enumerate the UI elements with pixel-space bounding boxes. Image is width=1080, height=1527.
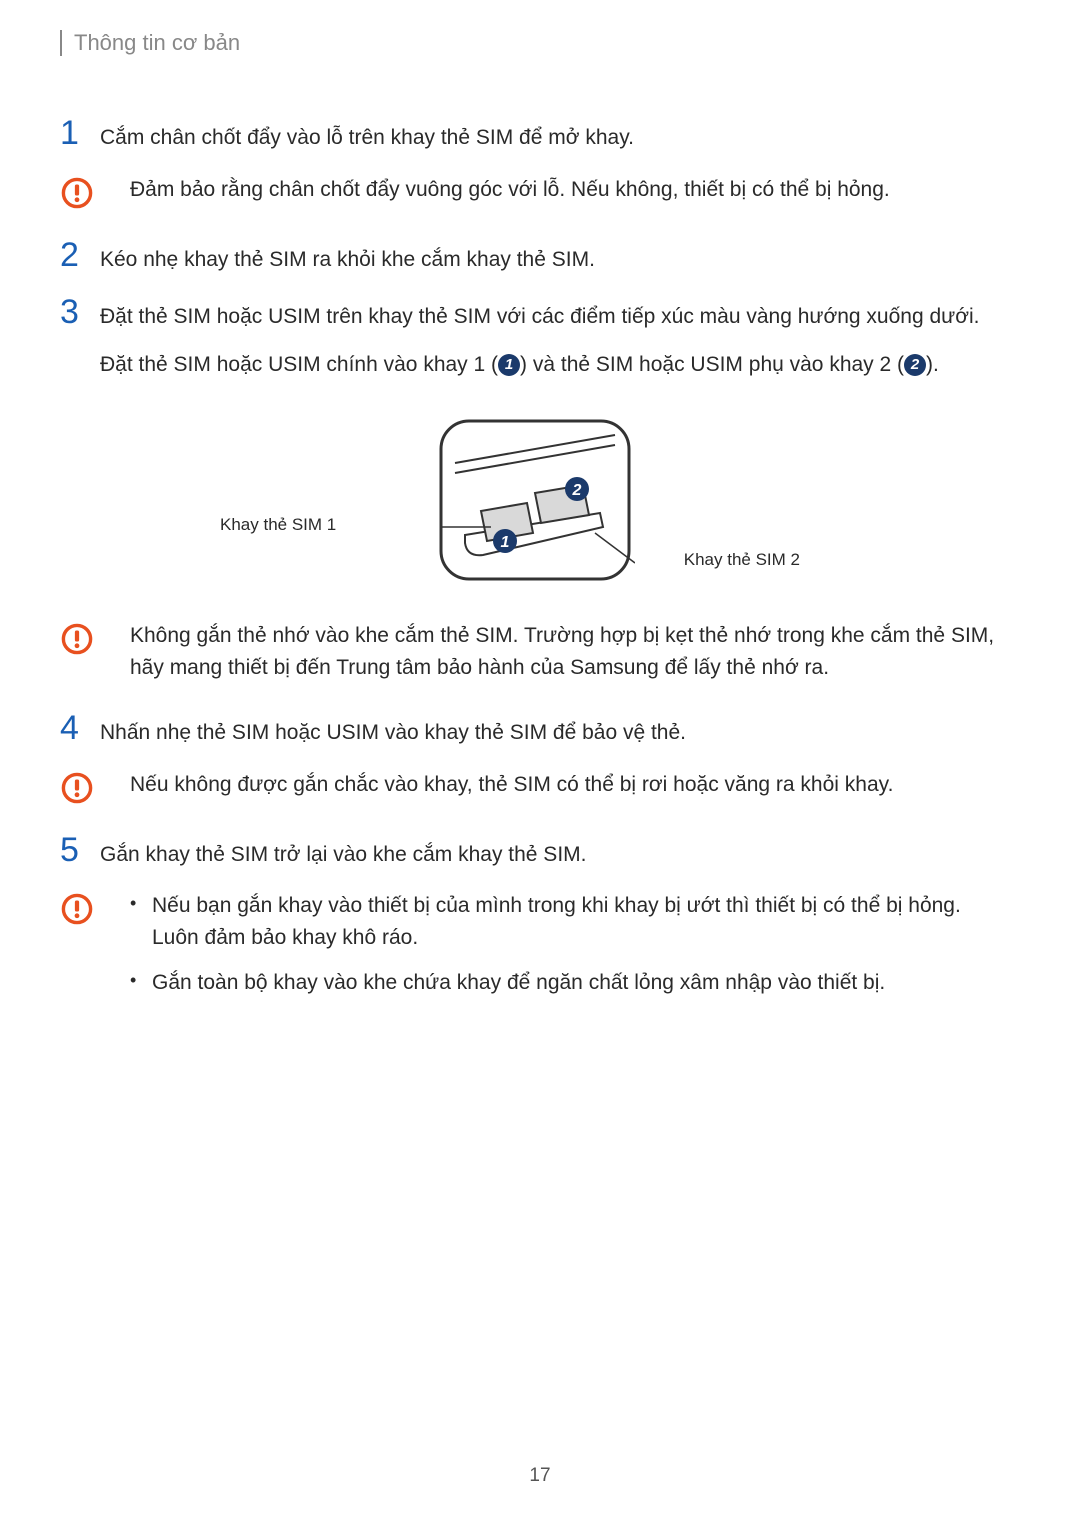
step-1: 1 Cắm chân chốt đẩy vào lỗ trên khay thẻ…	[60, 116, 1010, 154]
caution-icon	[60, 620, 100, 656]
breadcrumb: Thông tin cơ bản	[74, 30, 240, 55]
warning-block: Đảm bảo rằng chân chốt đẩy vuông góc với…	[60, 174, 1010, 210]
svg-text:2: 2	[572, 482, 582, 499]
step-text: Kéo nhẹ khay thẻ SIM ra khỏi khe cắm kha…	[100, 238, 1010, 276]
warning-text: Đảm bảo rằng chân chốt đẩy vuông góc với…	[100, 174, 1010, 206]
warning-text: Không gắn thẻ nhớ vào khe cắm thẻ SIM. T…	[100, 620, 1010, 683]
svg-text:1: 1	[501, 534, 510, 551]
step-text: Nhấn nhẹ thẻ SIM hoặc USIM vào khay thẻ …	[100, 711, 1010, 749]
circled-1-icon: 1	[498, 354, 520, 376]
sim-tray-diagram: Khay thẻ SIM 1 2 1	[60, 410, 1010, 590]
warning-block: Nếu không được gắn chắc vào khay, thẻ SI…	[60, 769, 1010, 805]
step-text-main: Đặt thẻ SIM hoặc USIM trên khay thẻ SIM …	[100, 305, 980, 328]
diagram-label-sim2: Khay thẻ SIM 2	[684, 550, 800, 570]
step-text: Đặt thẻ SIM hoặc USIM trên khay thẻ SIM …	[100, 295, 1010, 380]
step-extra: Đặt thẻ SIM hoặc USIM chính vào khay 1 (…	[100, 349, 1010, 381]
warning-list-item: Gắn toàn bộ khay vào khe chứa khay để ng…	[130, 967, 1010, 999]
step-number: 4	[60, 711, 100, 745]
warning-list-item: Nếu bạn gắn khay vào thiết bị của mình t…	[130, 890, 1010, 953]
step-2: 2 Kéo nhẹ khay thẻ SIM ra khỏi khe cắm k…	[60, 238, 1010, 276]
warning-block-list: Nếu bạn gắn khay vào thiết bị của mình t…	[60, 890, 1010, 1013]
step-text: Gắn khay thẻ SIM trở lại vào khe cắm kha…	[100, 833, 1010, 871]
step-number: 1	[60, 116, 100, 150]
step-5: 5 Gắn khay thẻ SIM trở lại vào khe cắm k…	[60, 833, 1010, 871]
extra-pre: Đặt thẻ SIM hoặc USIM chính vào khay 1 (	[100, 353, 498, 376]
caution-icon	[60, 890, 100, 926]
warning-block: Không gắn thẻ nhớ vào khe cắm thẻ SIM. T…	[60, 620, 1010, 683]
step-number: 5	[60, 833, 100, 867]
manual-page: Thông tin cơ bản 1 Cắm chân chốt đẩy vào…	[0, 0, 1080, 1013]
caution-icon	[60, 769, 100, 805]
diagram-label-sim1: Khay thẻ SIM 1	[220, 515, 336, 535]
page-header: Thông tin cơ bản	[60, 30, 1010, 56]
extra-mid: ) và thẻ SIM hoặc USIM phụ vào khay 2 (	[520, 353, 904, 376]
step-number: 2	[60, 238, 100, 272]
warning-text: Nếu không được gắn chắc vào khay, thẻ SI…	[100, 769, 1010, 801]
step-4: 4 Nhấn nhẹ thẻ SIM hoặc USIM vào khay th…	[60, 711, 1010, 749]
step-number: 3	[60, 295, 100, 329]
diagram-illustration: 2 1	[435, 415, 635, 585]
page-number: 17	[0, 1465, 1080, 1487]
extra-post: ).	[926, 353, 939, 376]
circled-2-icon: 2	[904, 354, 926, 376]
caution-icon	[60, 174, 100, 210]
warning-list-body: Nếu bạn gắn khay vào thiết bị của mình t…	[100, 890, 1010, 1013]
step-text: Cắm chân chốt đẩy vào lỗ trên khay thẻ S…	[100, 116, 1010, 154]
step-3: 3 Đặt thẻ SIM hoặc USIM trên khay thẻ SI…	[60, 295, 1010, 380]
